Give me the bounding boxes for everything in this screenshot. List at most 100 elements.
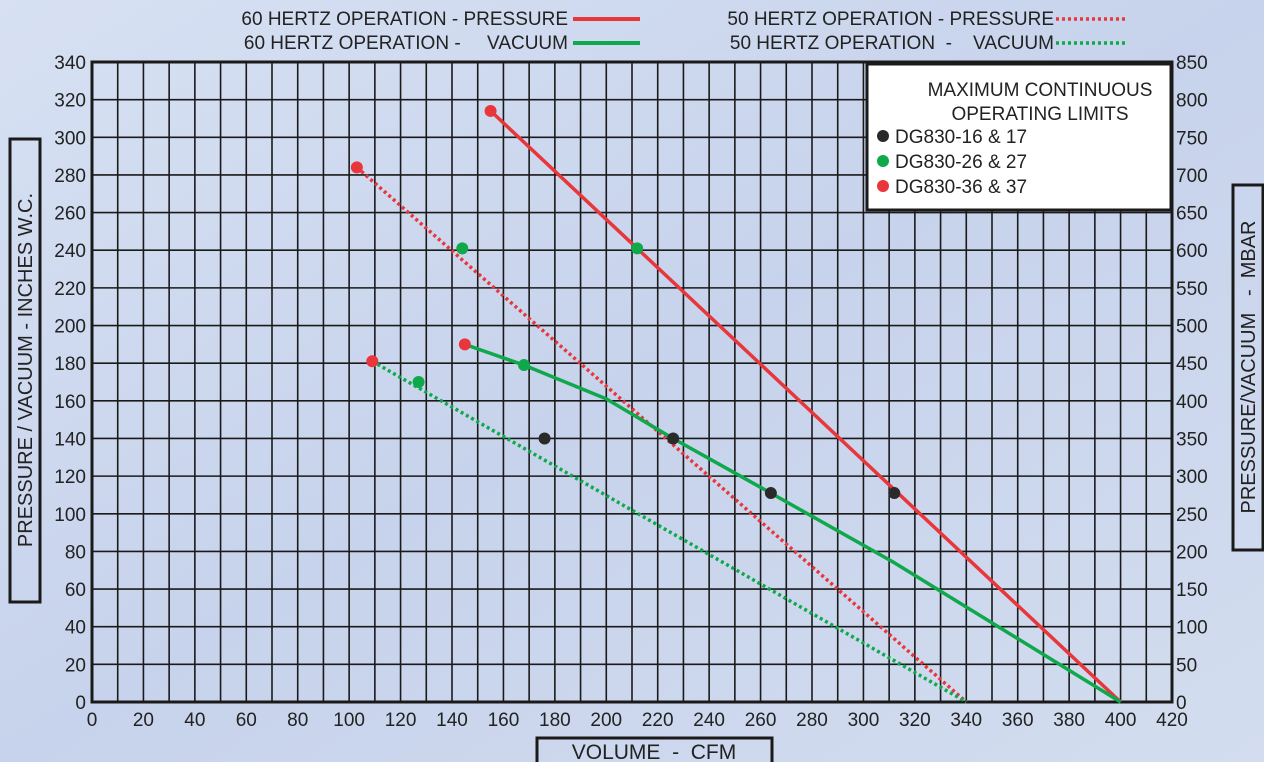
y2-tick-label: 150	[1176, 580, 1208, 601]
limit-point	[518, 359, 530, 372]
x-tick-label: 20	[133, 710, 154, 731]
y2-tick-label: 50	[1176, 655, 1197, 676]
x-tick-label: 220	[642, 710, 674, 731]
limit-point	[538, 432, 551, 445]
limits-box-title-line2: OPERATING LIMITS	[951, 104, 1128, 125]
limit-point	[764, 487, 777, 500]
x-tick-label: 80	[287, 710, 308, 731]
y2-tick-label: 650	[1176, 204, 1208, 225]
legend-50hz-pressure-label: 50 HERTZ OPERATION - PRESSURE	[727, 9, 1054, 30]
legend-60hz-pressure-label: 60 HERTZ OPERATION - PRESSURE	[241, 9, 568, 30]
limits-label-dg830-26: DG830-26 & 27	[895, 152, 1027, 173]
x-tick-label: 40	[184, 710, 205, 731]
limit-point	[484, 104, 497, 117]
right-axis-title: PRESSURE/VACUUM - MBAR	[1231, 183, 1264, 552]
y2-tick-label: 400	[1176, 392, 1208, 413]
x-tick-label: 160	[488, 710, 520, 731]
y-tick-label: 0	[75, 693, 86, 714]
x-axis-title-frame	[535, 736, 774, 762]
x-tick-label: 420	[1156, 710, 1188, 731]
limits-label-dg830-36: DG830-36 & 37	[895, 177, 1027, 198]
y-tick-label: 160	[54, 392, 86, 413]
limit-point	[350, 161, 363, 174]
x-tick-label: 280	[796, 710, 828, 731]
y2-tick-label: 850	[1176, 53, 1208, 74]
left-axis-title-frame	[8, 137, 42, 604]
x-tick-label: 360	[1002, 710, 1034, 731]
x-tick-label: 380	[1053, 710, 1085, 731]
limit-point	[631, 242, 644, 255]
legend-50hz-vacuum-label: 50 HERTZ OPERATION - VACUUM	[730, 33, 1054, 54]
top-legend: 60 HERTZ OPERATION - PRESSURE 50 HERTZ O…	[241, 9, 1126, 54]
limit-point	[366, 355, 379, 368]
y-tick-label: 60	[65, 580, 86, 601]
plot-grid	[90, 60, 1174, 704]
limit-point	[456, 242, 469, 255]
y2-tick-label: 100	[1176, 618, 1208, 639]
limits-box-title-line1: MAXIMUM CONTINUOUS	[928, 80, 1153, 101]
x-tick-label: 140	[436, 710, 468, 731]
series-line-0	[489, 109, 1122, 704]
y-tick-label: 20	[65, 655, 86, 676]
limits-marker-dg830-26	[877, 155, 889, 167]
limit-point	[458, 338, 471, 351]
limits-label-dg830-16: DG830-16 & 17	[895, 127, 1027, 148]
y2-tick-label: 200	[1176, 542, 1208, 563]
y-tick-label: 240	[54, 241, 86, 262]
y2-tick-label: 450	[1176, 354, 1208, 375]
y2-tick-label: 750	[1176, 128, 1208, 149]
x-tick-label: 240	[693, 710, 725, 731]
y-tick-label: 120	[54, 467, 86, 488]
y-tick-label: 200	[54, 317, 86, 338]
y-tick-label: 220	[54, 279, 86, 300]
y-tick-label: 260	[54, 204, 86, 225]
y-tick-label: 300	[54, 128, 86, 149]
limit-points	[350, 104, 901, 500]
limits-box-frame	[865, 62, 1173, 212]
y-tick-label: 140	[54, 429, 86, 450]
limit-point	[667, 432, 680, 445]
x-tick-label: 100	[333, 710, 365, 731]
y2-tick-label: 250	[1176, 505, 1208, 526]
y2-tick-label: 300	[1176, 467, 1208, 488]
x-tick-label: 60	[236, 710, 257, 731]
limits-marker-dg830-16	[877, 130, 889, 142]
x-tick-label: 180	[539, 710, 571, 731]
series-line-3	[371, 359, 968, 704]
x-tick-label: 320	[899, 710, 931, 731]
limit-point	[412, 376, 425, 388]
y-tick-label: 100	[54, 505, 86, 526]
y2-tick-label: 600	[1176, 241, 1208, 262]
limits-marker-dg830-36	[877, 180, 889, 192]
left-axis-title: PRESSURE / VACUUM - INCHES W.C.	[8, 137, 42, 604]
x-axis-title: VOLUME - CFM	[572, 741, 737, 762]
right-axis-title-frame	[1231, 183, 1264, 552]
limits-box: MAXIMUM CONTINUOUS OPERATING LIMITS DG83…	[865, 62, 1173, 212]
y-tick-label: 180	[54, 354, 86, 375]
y2-tick-label: 700	[1176, 166, 1208, 187]
limit-point	[888, 487, 901, 500]
y-tick-label: 40	[65, 618, 86, 639]
x-tick-label: 300	[848, 710, 880, 731]
x-tick-label: 340	[950, 710, 982, 731]
x-tick-label: 400	[1105, 710, 1137, 731]
x-tick-label: 0	[87, 710, 98, 731]
y2-tick-label: 0	[1176, 693, 1187, 714]
y2-tick-label: 350	[1176, 429, 1208, 450]
y-tick-label: 80	[65, 542, 86, 563]
y-axis-title: PRESSURE / VACUUM - INCHES W.C.	[15, 193, 37, 547]
axis-tick-labels: 0 20 40 60 80 100 120 140 160 180 200 220 240 260 280 3…	[54, 53, 1207, 731]
x-tick-label: 120	[385, 710, 417, 731]
y-tick-label: 340	[54, 53, 86, 74]
bottom-axis-title: VOLUME - CFM	[535, 736, 774, 762]
y2-axis-title: PRESSURE/VACUUM - MBAR	[1238, 221, 1260, 514]
y-tick-label: 280	[54, 166, 86, 187]
x-tick-label: 200	[590, 710, 622, 731]
y2-tick-label: 550	[1176, 279, 1208, 300]
y2-tick-label: 500	[1176, 317, 1208, 338]
y2-tick-label: 800	[1176, 91, 1208, 112]
x-tick-label: 260	[745, 710, 777, 731]
y-tick-label: 320	[54, 91, 86, 112]
